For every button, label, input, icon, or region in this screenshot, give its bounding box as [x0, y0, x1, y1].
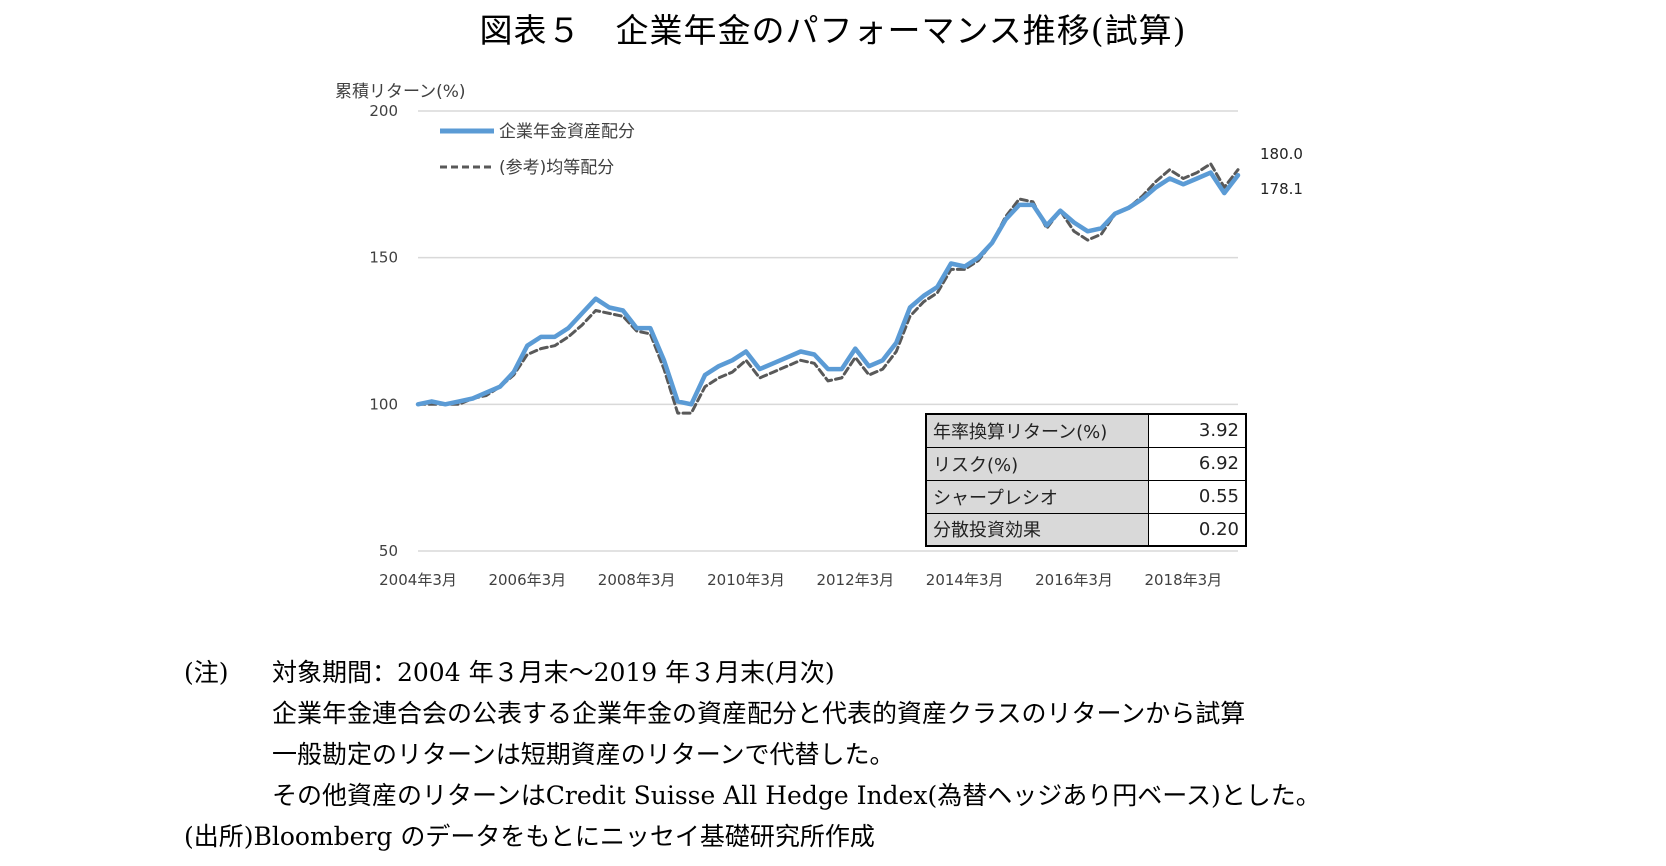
series-lines	[415, 162, 1241, 415]
stats-label: リスク(%)	[925, 446, 1149, 481]
stats-label: 分散投資効果	[925, 512, 1149, 547]
note-text: 対象期間：2004 年３月末～2019 年３月末(月次)	[272, 658, 835, 687]
series-line-pension	[415, 170, 1241, 407]
stats-row: リスク(%) 6.92	[925, 446, 1247, 481]
stats-table: 年率換算リターン(%) 3.92 リスク(%) 6.92 シャープレシオ 0.5…	[925, 413, 1247, 547]
source-text: (出所)Bloomberg のデータをもとにニッセイ基礎研究所作成	[184, 822, 875, 851]
x-tick-label: 2010年3月	[707, 571, 785, 589]
note-line: (注) 対象期間：2004 年３月末～2019 年３月末(月次)	[184, 652, 1321, 693]
note-line: 企業年金連合会の公表する企業年金の資産配分と代表的資産クラスのリターンから試算	[184, 693, 1321, 734]
end-label-equal: 180.0	[1260, 145, 1303, 163]
stats-row: シャープレシオ 0.55	[925, 479, 1247, 514]
legend-label-equal: (参考)均等配分	[499, 158, 614, 178]
figure-title: 図表５ 企業年金のパフォーマンス推移(試算)	[479, 11, 1187, 50]
y-tick-label: 150	[369, 249, 398, 267]
y-tick-label: 200	[369, 102, 398, 120]
y-tick-labels: 50 100 150 200	[369, 102, 398, 560]
stats-value: 6.92	[1147, 446, 1247, 481]
note-head: (注)	[184, 658, 229, 687]
end-label-pension: 178.1	[1260, 180, 1303, 198]
stats-label: 年率換算リターン(%)	[925, 413, 1149, 448]
note-text: 一般勘定のリターンは短期資産のリターンで代替した。	[272, 740, 895, 769]
note-line: その他資産のリターンはCredit Suisse All Hedge Index…	[184, 775, 1321, 816]
notes: (注) 対象期間：2004 年３月末～2019 年３月末(月次) 企業年金連合会の…	[184, 652, 1321, 857]
stats-row: 年率換算リターン(%) 3.92	[925, 413, 1247, 448]
x-tick-label: 2008年3月	[598, 571, 676, 589]
x-tick-label: 2004年3月	[379, 571, 457, 589]
note-text: その他資産のリターンはCredit Suisse All Hedge Index…	[272, 781, 1321, 810]
end-labels: 180.0 178.1	[1260, 145, 1303, 198]
stats-value: 0.55	[1147, 479, 1247, 514]
x-tick-label: 2012年3月	[816, 571, 894, 589]
legend-label-pension: 企業年金資産配分	[499, 122, 635, 142]
line-chart: 累積リターン(%) 50 100 150 200 2004年3月 2006年3月 2008…	[335, 82, 1303, 589]
x-tick-label: 2014年3月	[926, 571, 1004, 589]
x-tick-label: 2006年3月	[488, 571, 566, 589]
source-line: (出所)Bloomberg のデータをもとにニッセイ基礎研究所作成	[184, 816, 1321, 857]
note-line: 一般勘定のリターンは短期資産のリターンで代替した。	[184, 734, 1321, 775]
gridlines	[418, 110, 1238, 552]
stats-value: 0.20	[1147, 512, 1247, 547]
series-line-equal	[416, 162, 1240, 415]
y-axis-title: 累積リターン(%)	[335, 82, 466, 102]
stats-value: 3.92	[1147, 413, 1247, 448]
x-tick-label: 2018年3月	[1144, 571, 1222, 589]
legend: 企業年金資産配分 (参考)均等配分	[440, 122, 635, 178]
note-text: 企業年金連合会の公表する企業年金の資産配分と代表的資産クラスのリターンから試算	[272, 699, 1246, 728]
stats-label: シャープレシオ	[925, 479, 1149, 514]
y-tick-label: 100	[369, 395, 398, 413]
y-tick-label: 50	[379, 542, 398, 560]
stats-row: 分散投資効果 0.20	[925, 512, 1247, 547]
x-tick-label: 2016年3月	[1035, 571, 1113, 589]
x-tick-labels: 2004年3月 2006年3月 2008年3月 2010年3月 2012年3月 2014年…	[379, 571, 1222, 589]
